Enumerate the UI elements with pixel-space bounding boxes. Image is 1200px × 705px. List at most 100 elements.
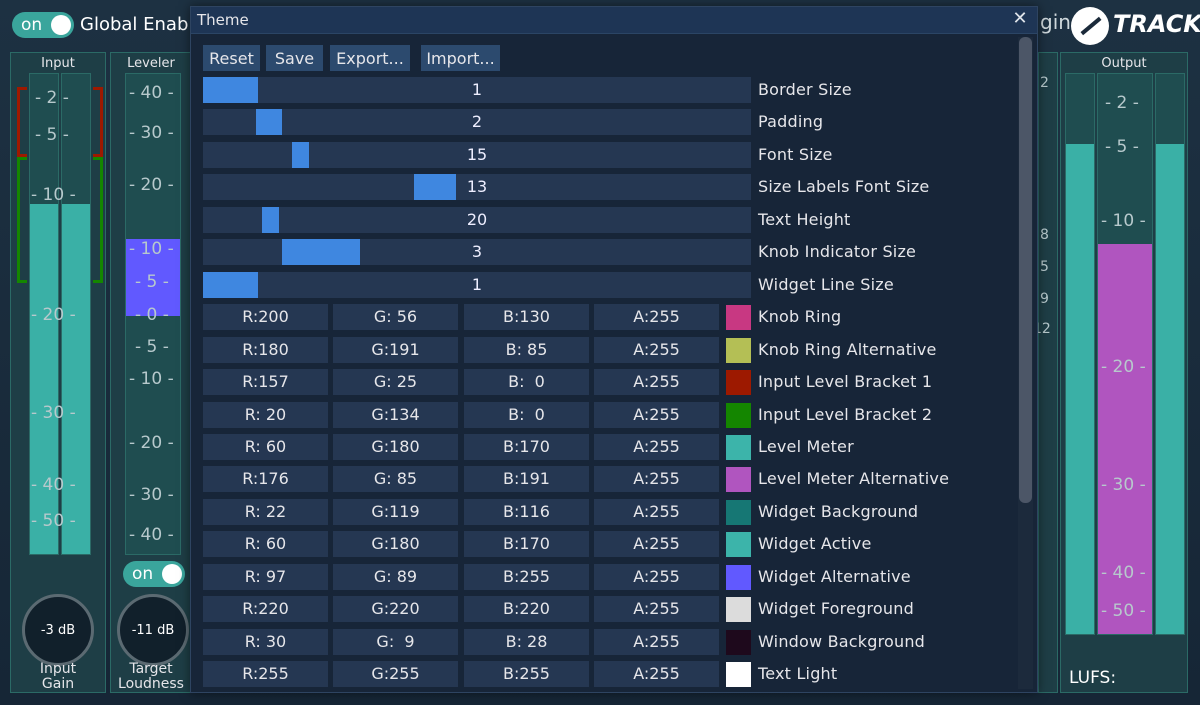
alpha-channel-field[interactable]: A:255 (594, 563, 719, 590)
green-channel-field[interactable]: G:119 (333, 498, 458, 525)
slider-label: Size Labels Font Size (758, 177, 930, 197)
value-slider[interactable]: 15 (203, 141, 751, 168)
color-swatch[interactable] (726, 337, 751, 363)
red-channel-field[interactable]: R: 30 (203, 628, 328, 655)
color-swatch[interactable] (726, 434, 751, 460)
leveler-scale-tick: - 20 - (129, 175, 174, 195)
output-scale-tick: - 30 - (1101, 475, 1146, 495)
value-slider[interactable]: 13 (203, 174, 751, 201)
alpha-channel-field[interactable]: A:255 (594, 628, 719, 655)
red-channel-field[interactable]: R: 60 (203, 531, 328, 558)
color-swatch[interactable] (726, 499, 751, 525)
global-toggle-label: on (21, 15, 43, 35)
dialog-titlebar[interactable]: Theme ✕ (191, 7, 1037, 34)
alpha-channel-field[interactable]: A:255 (594, 304, 719, 331)
output-panel: Output - 2 - - 5 - - 10 - - 20 - - 30 - … (1060, 52, 1188, 693)
color-swatch[interactable] (726, 467, 751, 493)
red-channel-field[interactable]: R: 22 (203, 498, 328, 525)
green-channel-field[interactable]: G: 25 (333, 369, 458, 396)
value-slider[interactable]: 3 (203, 239, 751, 266)
slider-value: 20 (466, 209, 488, 229)
alpha-channel-field[interactable]: A:255 (594, 466, 719, 493)
alpha-channel-field[interactable]: A:255 (594, 498, 719, 525)
blue-channel-field[interactable]: B:220 (464, 596, 589, 623)
alpha-channel-field[interactable]: A:255 (594, 336, 719, 363)
blue-channel-field[interactable]: B: 28 (464, 628, 589, 655)
color-swatch[interactable] (726, 662, 751, 688)
blue-channel-field[interactable]: B:255 (464, 563, 589, 590)
target-loudness-label-line1: Target (129, 661, 173, 677)
alpha-channel-field[interactable]: A:255 (594, 661, 719, 688)
green-channel-field[interactable]: G:220 (333, 596, 458, 623)
blue-channel-field[interactable]: B:170 (464, 531, 589, 558)
alpha-channel-field[interactable]: A:255 (594, 596, 719, 623)
green-channel-field[interactable]: G:134 (333, 401, 458, 428)
stats-panel-partial: 2 8 5 9 12 (1033, 52, 1058, 693)
green-channel-field[interactable]: G: 56 (333, 304, 458, 331)
value-slider[interactable]: 20 (203, 206, 751, 233)
input-bracket-red-right (93, 87, 103, 157)
color-swatch[interactable] (726, 597, 751, 623)
output-scale-tick: - 40 - (1101, 563, 1146, 583)
red-channel-field[interactable]: R: 20 (203, 401, 328, 428)
blue-channel-field[interactable]: B:255 (464, 661, 589, 688)
value-slider[interactable]: 2 (203, 109, 751, 136)
blue-channel-field[interactable]: B:116 (464, 498, 589, 525)
slider-fill (413, 174, 457, 201)
green-channel-field[interactable]: G:255 (333, 661, 458, 688)
alpha-channel-field[interactable]: A:255 (594, 401, 719, 428)
color-swatch[interactable] (726, 370, 751, 396)
blue-channel-field[interactable]: B: 85 (464, 336, 589, 363)
save-button[interactable]: Save (266, 45, 323, 71)
red-channel-field[interactable]: R:157 (203, 369, 328, 396)
input-panel-title: Input (41, 56, 75, 71)
global-enable-toggle[interactable]: on (12, 12, 74, 38)
alpha-channel-field[interactable]: A:255 (594, 433, 719, 460)
scrollbar[interactable] (1018, 37, 1033, 689)
alpha-channel-field[interactable]: A:255 (594, 531, 719, 558)
slider-label: Widget Line Size (758, 274, 894, 294)
toggle-knob (51, 15, 71, 35)
color-swatch[interactable] (726, 629, 751, 655)
color-label: Window Background (758, 631, 926, 651)
reset-button[interactable]: Reset (203, 45, 260, 71)
green-channel-field[interactable]: G: 85 (333, 466, 458, 493)
green-channel-field[interactable]: G: 9 (333, 628, 458, 655)
blue-channel-field[interactable]: B:130 (464, 304, 589, 331)
export-button[interactable]: Export... (330, 45, 410, 71)
blue-channel-field[interactable]: B:170 (464, 433, 589, 460)
slider-value: 15 (466, 144, 488, 164)
blue-channel-field[interactable]: B: 0 (464, 401, 589, 428)
leveler-scale-tick: - 10 - (129, 239, 174, 259)
input-gain-knob[interactable]: -3 dB (22, 594, 94, 666)
input-gain-value: -3 dB (40, 622, 76, 638)
red-channel-field[interactable]: R: 60 (203, 433, 328, 460)
blue-channel-field[interactable]: B:191 (464, 466, 589, 493)
color-swatch[interactable] (726, 305, 751, 331)
color-swatch[interactable] (726, 532, 751, 558)
output-meter-center-fill (1098, 244, 1152, 634)
red-channel-field[interactable]: R:176 (203, 466, 328, 493)
green-channel-field[interactable]: G: 89 (333, 563, 458, 590)
blue-channel-field[interactable]: B: 0 (464, 369, 589, 396)
red-channel-field[interactable]: R:180 (203, 336, 328, 363)
green-channel-field[interactable]: G:180 (333, 433, 458, 460)
close-icon[interactable]: ✕ (1012, 8, 1028, 29)
alpha-channel-field[interactable]: A:255 (594, 369, 719, 396)
value-slider[interactable]: 1 (203, 271, 751, 298)
color-label: Text Light (758, 664, 838, 684)
green-channel-field[interactable]: G:191 (333, 336, 458, 363)
value-slider[interactable]: 1 (203, 77, 751, 103)
red-channel-field[interactable]: R: 97 (203, 563, 328, 590)
color-swatch[interactable] (726, 564, 751, 590)
target-loudness-knob[interactable]: -11 dB (117, 594, 189, 666)
red-channel-field[interactable]: R:200 (203, 304, 328, 331)
leveler-scale-tick: - 30 - (129, 485, 174, 505)
import-button[interactable]: Import... (421, 45, 500, 71)
green-channel-field[interactable]: G:180 (333, 531, 458, 558)
red-channel-field[interactable]: R:220 (203, 596, 328, 623)
leveler-enable-toggle[interactable]: on (123, 561, 185, 587)
red-channel-field[interactable]: R:255 (203, 661, 328, 688)
scrollbar-thumb[interactable] (1019, 37, 1032, 503)
color-swatch[interactable] (726, 402, 751, 428)
